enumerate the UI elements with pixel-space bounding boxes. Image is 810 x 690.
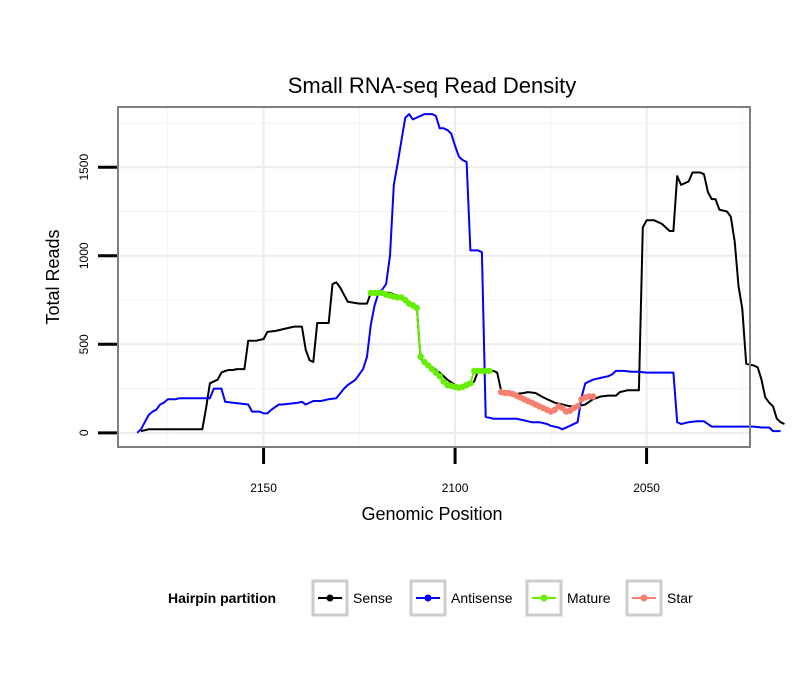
legend: Hairpin partition Sense Antisense Mature St…	[168, 579, 693, 617]
legend-item-sense: Sense	[311, 579, 393, 617]
plot-panel	[118, 107, 750, 447]
y-tick-label-3: 1500	[77, 154, 91, 181]
x-axis: 2150 2100 2050	[250, 448, 660, 495]
legend-label-sense: Sense	[353, 590, 393, 606]
series-mature-point-12	[413, 304, 420, 312]
grid-lines	[118, 107, 750, 447]
series-mature-point-26	[467, 380, 474, 387]
legend-title: Hairpin partition	[168, 590, 276, 606]
plot-border	[117, 106, 751, 448]
series-lines	[136, 113, 785, 434]
legend-label-star: Star	[667, 590, 693, 606]
legend-items: Sense Antisense Mature Star	[311, 579, 693, 617]
series-star-point-24	[589, 393, 597, 400]
x-tick-label-0: 2150	[250, 481, 277, 495]
legend-key-point-star	[640, 594, 648, 602]
y-tick-label-0: 0	[77, 429, 91, 436]
y-tick-label-2: 1000	[77, 242, 91, 269]
series-mature-point-18	[436, 373, 443, 380]
chart-title: Small RNA-seq Read Density	[288, 73, 577, 98]
x-tick-label-1: 2100	[442, 481, 469, 495]
plot-area	[117, 106, 785, 448]
y-axis-title: Total Reads	[43, 229, 63, 324]
legend-key-point-antisense	[424, 594, 432, 602]
y-axis: 0 500 1000 1500	[77, 154, 117, 436]
legend-label-mature: Mature	[567, 590, 611, 606]
legend-key-point-mature	[540, 594, 548, 602]
series-mature-point-31	[486, 367, 493, 375]
y-tick-label-1: 500	[77, 334, 91, 354]
legend-item-antisense: Antisense	[409, 579, 513, 617]
series-antisense-line	[136, 113, 781, 434]
legend-key-point-sense	[326, 594, 334, 602]
series-mature-point-13	[417, 353, 424, 360]
series-star-point-20	[574, 403, 581, 410]
x-tick-label-2: 2050	[633, 481, 660, 495]
legend-item-star: Star	[625, 579, 693, 617]
x-axis-title: Genomic Position	[361, 504, 502, 524]
legend-label-antisense: Antisense	[451, 590, 513, 606]
legend-item-mature: Mature	[525, 579, 611, 617]
